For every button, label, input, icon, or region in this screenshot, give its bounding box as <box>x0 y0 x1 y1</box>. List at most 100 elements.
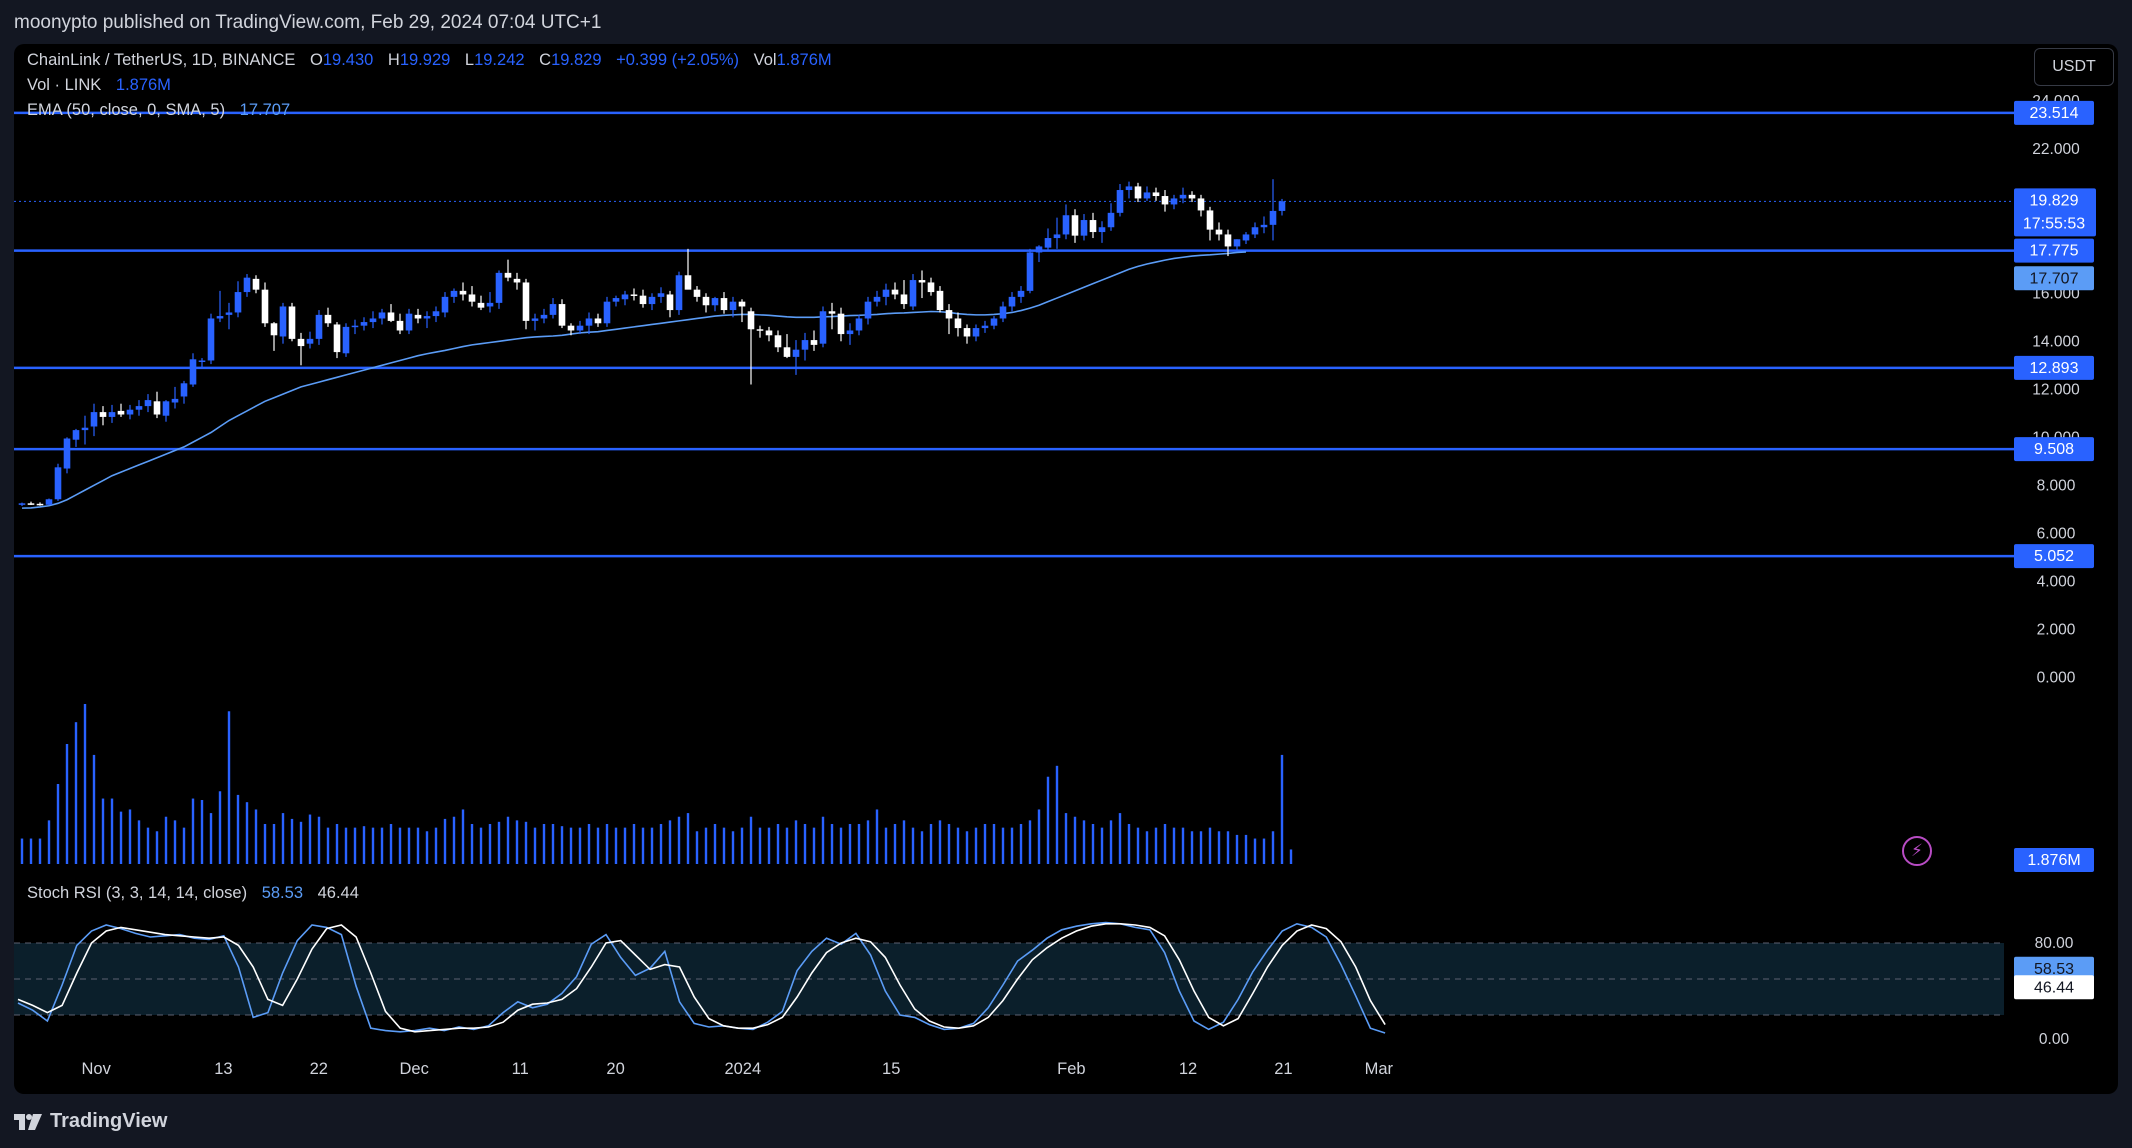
candle-body[interactable] <box>945 310 953 319</box>
candle-body[interactable] <box>477 302 485 308</box>
chart-canvas[interactable]: 24.00022.00016.00014.00012.00010.0008.00… <box>14 44 2118 1094</box>
candle-body[interactable] <box>243 277 251 293</box>
candle-body[interactable] <box>765 330 773 336</box>
candle-body[interactable] <box>252 278 260 290</box>
candle-body[interactable] <box>585 318 593 326</box>
candle-body[interactable] <box>918 280 926 283</box>
candle-body[interactable] <box>261 289 269 324</box>
candle-body[interactable] <box>891 289 899 295</box>
candle-body[interactable] <box>1188 194 1196 199</box>
candle-body[interactable] <box>387 312 395 321</box>
candle-body[interactable] <box>909 280 917 307</box>
candle-body[interactable] <box>864 301 872 319</box>
candle-body[interactable] <box>315 314 323 339</box>
candle-body[interactable] <box>459 290 467 295</box>
candle-body[interactable] <box>954 318 962 329</box>
candle-body[interactable] <box>621 294 629 300</box>
candle-body[interactable] <box>288 306 296 339</box>
candle-body[interactable] <box>594 318 602 324</box>
candle-body[interactable] <box>63 438 71 469</box>
candle-body[interactable] <box>324 314 332 324</box>
candle-body[interactable] <box>1080 220 1088 236</box>
candle-body[interactable] <box>270 323 278 336</box>
candle-body[interactable] <box>1062 215 1070 235</box>
candle-body[interactable] <box>1161 196 1169 205</box>
candle-body[interactable] <box>756 329 764 331</box>
candle-body[interactable] <box>738 301 746 307</box>
candle-body[interactable] <box>702 296 710 306</box>
candle-body[interactable] <box>927 282 935 293</box>
candle-body[interactable] <box>567 325 575 331</box>
candle-body[interactable] <box>27 503 35 505</box>
candle-body[interactable] <box>1143 192 1151 199</box>
candle-body[interactable] <box>1044 238 1052 248</box>
candle-body[interactable] <box>405 313 413 331</box>
candle-body[interactable] <box>207 318 215 361</box>
candle-body[interactable] <box>225 312 233 315</box>
candle-body[interactable] <box>1008 296 1016 307</box>
candle-body[interactable] <box>279 306 287 337</box>
candle-body[interactable] <box>18 503 26 505</box>
candle-body[interactable] <box>126 409 134 415</box>
candle-body[interactable] <box>837 313 845 335</box>
candle-body[interactable] <box>900 294 908 305</box>
candle-body[interactable] <box>1071 215 1079 236</box>
candle-body[interactable] <box>423 316 431 319</box>
candle-body[interactable] <box>1242 234 1250 241</box>
candle-body[interactable] <box>882 289 890 297</box>
candle-body[interactable] <box>171 398 179 403</box>
candle-body[interactable] <box>639 295 647 305</box>
candle-body[interactable] <box>1260 224 1268 228</box>
candle-body[interactable] <box>747 311 755 330</box>
candle-body[interactable] <box>648 296 656 305</box>
candle-body[interactable] <box>441 296 449 313</box>
candle-body[interactable] <box>711 298 719 306</box>
candle-body[interactable] <box>108 412 116 417</box>
candle-body[interactable] <box>1170 198 1178 205</box>
candle-body[interactable] <box>999 306 1007 319</box>
price-level-label-bg[interactable] <box>2014 544 2094 569</box>
candle-body[interactable] <box>216 316 224 319</box>
candle-body[interactable] <box>693 289 701 297</box>
candle-body[interactable] <box>855 318 863 331</box>
candle-body[interactable] <box>234 292 242 313</box>
candle-body[interactable] <box>963 328 971 337</box>
symbol-title[interactable]: ChainLink / TetherUS, 1D, BINANCE <box>27 51 296 69</box>
candle-body[interactable] <box>972 328 980 337</box>
candle-body[interactable] <box>351 325 359 328</box>
candle-body[interactable] <box>558 304 566 326</box>
candle-body[interactable] <box>135 406 143 410</box>
candle-body[interactable] <box>1233 239 1241 247</box>
candle-body[interactable] <box>1035 246 1043 253</box>
candle-body[interactable] <box>81 427 89 431</box>
candle-body[interactable] <box>936 290 944 311</box>
price-level-label-bg[interactable] <box>2014 437 2094 462</box>
candle-body[interactable] <box>117 410 125 415</box>
candle-body[interactable] <box>540 314 548 319</box>
candle-body[interactable] <box>1206 210 1214 230</box>
candle-body[interactable] <box>990 318 998 326</box>
candle-body[interactable] <box>774 335 782 348</box>
candle-body[interactable] <box>630 294 638 296</box>
candle-body[interactable] <box>468 294 476 302</box>
candle-body[interactable] <box>504 272 512 278</box>
candle-body[interactable] <box>1269 210 1277 225</box>
candle-body[interactable] <box>603 301 611 324</box>
lightning-alert-icon[interactable]: ⚡ <box>1902 836 1932 866</box>
chart-area[interactable]: 24.00022.00016.00014.00012.00010.0008.00… <box>14 44 2118 1094</box>
candle-body[interactable] <box>819 311 827 344</box>
candle-body[interactable] <box>99 412 107 417</box>
price-level-label-bg[interactable] <box>2014 238 2094 263</box>
candle-body[interactable] <box>531 318 539 321</box>
candle-body[interactable] <box>495 272 503 303</box>
candle-body[interactable] <box>1179 194 1187 199</box>
candle-body[interactable] <box>45 499 53 505</box>
candle-body[interactable] <box>1197 198 1205 211</box>
candle-body[interactable] <box>396 320 404 331</box>
candle-body[interactable] <box>1089 220 1097 233</box>
candle-body[interactable] <box>576 325 584 331</box>
candle-body[interactable] <box>792 349 800 357</box>
candle-body[interactable] <box>873 296 881 302</box>
candle-body[interactable] <box>144 400 152 407</box>
candle-body[interactable] <box>1098 227 1106 233</box>
